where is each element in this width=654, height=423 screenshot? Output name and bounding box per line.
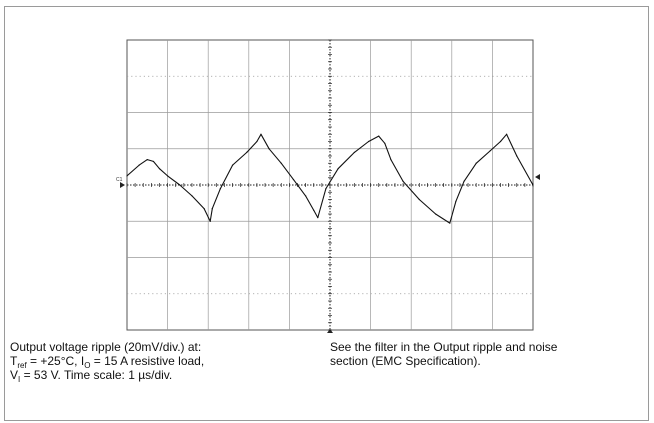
voltage-symbol: V: [10, 368, 19, 382]
waveform-point: [337, 168, 339, 170]
waveform-point: [231, 164, 234, 166]
waveform-point: [313, 209, 315, 211]
waveform-point: [463, 180, 465, 182]
waveform-point: [203, 207, 205, 210]
waveform-point: [268, 148, 270, 150]
waveform-point: [449, 222, 451, 224]
waveform-point: [191, 195, 193, 197]
caption-line-3: VI = 53 V. Time scale: 1 µs/div.: [10, 368, 310, 384]
current-value: = 15 A resistive load,: [90, 354, 205, 368]
caption-line-1: Output voltage ripple (20mV/div.) at:: [10, 340, 202, 354]
waveform-point: [167, 175, 169, 177]
waveform-point: [475, 162, 477, 164]
left-caption: Output voltage ripple (20mV/div.) at: Tr…: [10, 340, 310, 384]
waveform-point: [256, 140, 258, 143]
waveform-point: [158, 168, 161, 170]
oscilloscope-chart: C1: [116, 39, 540, 333]
waveform-point: [246, 151, 248, 153]
waveform-point: [390, 159, 392, 161]
zero-level-marker-left: [120, 182, 125, 188]
waveform-point: [317, 217, 319, 219]
trigger-position-marker: [327, 329, 333, 333]
temperature-symbol: T: [10, 354, 18, 368]
waveform-point: [325, 188, 327, 190]
waveform-series: [126, 133, 534, 224]
waveform-point: [292, 178, 295, 181]
waveform-point: [367, 140, 370, 143]
waveform-point: [353, 151, 355, 153]
right-caption-line-1: See the filter in the Output ripple and …: [330, 340, 558, 354]
waveform-point: [489, 149, 491, 152]
waveform-point: [532, 184, 534, 186]
waveform-point: [146, 159, 148, 161]
waveform-point: [516, 155, 518, 157]
trigger-level-marker: [535, 174, 540, 180]
current-symbol: I: [80, 354, 85, 368]
waveform-point: [138, 164, 140, 166]
waveform-point: [499, 140, 502, 143]
temperature-subscript: ref: [17, 361, 27, 370]
waveform-point: [280, 162, 282, 164]
waveform-point: [418, 198, 420, 201]
waveform-point: [209, 220, 211, 222]
right-caption-line-2: section (EMC Specification).: [330, 354, 481, 368]
waveform-point: [260, 133, 262, 135]
waveform-point: [305, 195, 307, 197]
current-subscript: O: [84, 361, 91, 370]
caption-line-2: Tref = +25°C, IO = 15 A resistive load,: [10, 354, 310, 370]
voltage-value: = 53 V. Time scale: 1 µs/div.: [20, 368, 173, 382]
waveform-point: [384, 142, 386, 144]
chart-axis-ticks: [126, 39, 534, 331]
waveform-point: [455, 200, 457, 202]
waveform-point: [402, 180, 404, 182]
waveform-point: [152, 160, 154, 163]
waveform-point: [378, 135, 380, 137]
voltage-subscript: I: [18, 375, 21, 384]
waveform-point: [434, 213, 437, 215]
waveform-point: [126, 175, 128, 177]
waveform-point: [211, 207, 213, 210]
right-caption: See the filter in the Output ripple and …: [330, 340, 630, 368]
waveform-point: [506, 133, 508, 135]
waveform-point: [219, 188, 221, 190]
waveform-point: [179, 184, 181, 186]
figure-frame: [4, 6, 649, 421]
channel-label: C1: [116, 177, 123, 183]
temperature-value: = +25°C,: [26, 354, 81, 368]
